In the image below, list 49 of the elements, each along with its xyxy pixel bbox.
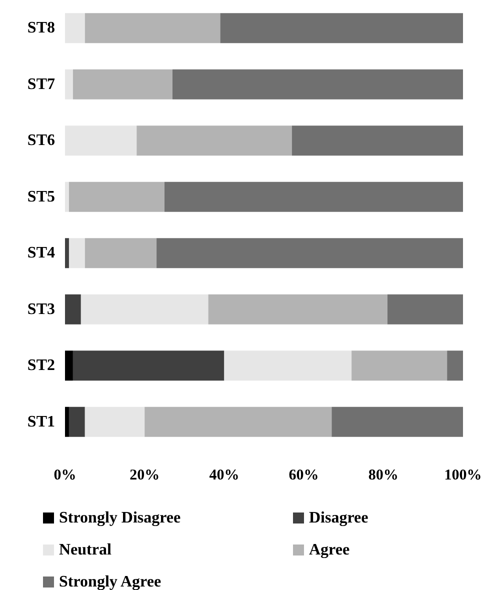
bar [352,350,448,381]
bar [224,350,352,381]
bar [72,69,172,100]
bar [68,406,85,437]
bar [84,406,145,437]
bar [332,406,463,437]
bar [65,13,85,44]
x-tick-label: 40% [209,468,240,484]
bar [208,294,388,324]
bar [68,238,85,268]
bar [65,182,69,212]
y-tick-label: ST6 [27,132,55,150]
bar [84,238,157,268]
legend-label: Strongly Disagree [59,510,181,526]
bar [164,182,463,212]
bar [80,294,208,324]
y-tick-label: ST8 [27,20,55,37]
bar [84,13,220,44]
bar [172,69,463,100]
bar [68,182,164,212]
legend-label: Strongly Agree [59,574,162,590]
bar [65,294,81,324]
bar [387,294,463,324]
y-tick-label: ST4 [27,244,55,262]
x-tick-label: 60% [288,468,319,484]
bar [65,69,73,100]
bar [65,238,69,268]
bar [65,126,137,156]
x-tick-label: 100% [444,468,482,484]
bar [65,350,73,381]
y-tick-label: ST1 [27,413,55,430]
bar [65,406,69,437]
legend-label: Agree [309,542,350,558]
bar [220,13,463,44]
x-tick-label: 20% [130,468,160,484]
x-tick-label: 0% [54,468,76,484]
legend-label: Neutral [59,542,112,558]
legend-label: Disagree [309,510,368,526]
bar [156,238,463,268]
bar [292,126,463,156]
y-tick-label: ST5 [27,188,55,206]
bar [447,350,463,381]
bar [144,406,332,437]
y-tick-label: ST2 [27,357,55,374]
x-tick-label: 80% [368,468,398,484]
y-tick-label: ST3 [27,300,55,318]
bar [72,350,224,381]
bar [136,126,292,156]
y-tick-label: ST7 [27,76,55,93]
